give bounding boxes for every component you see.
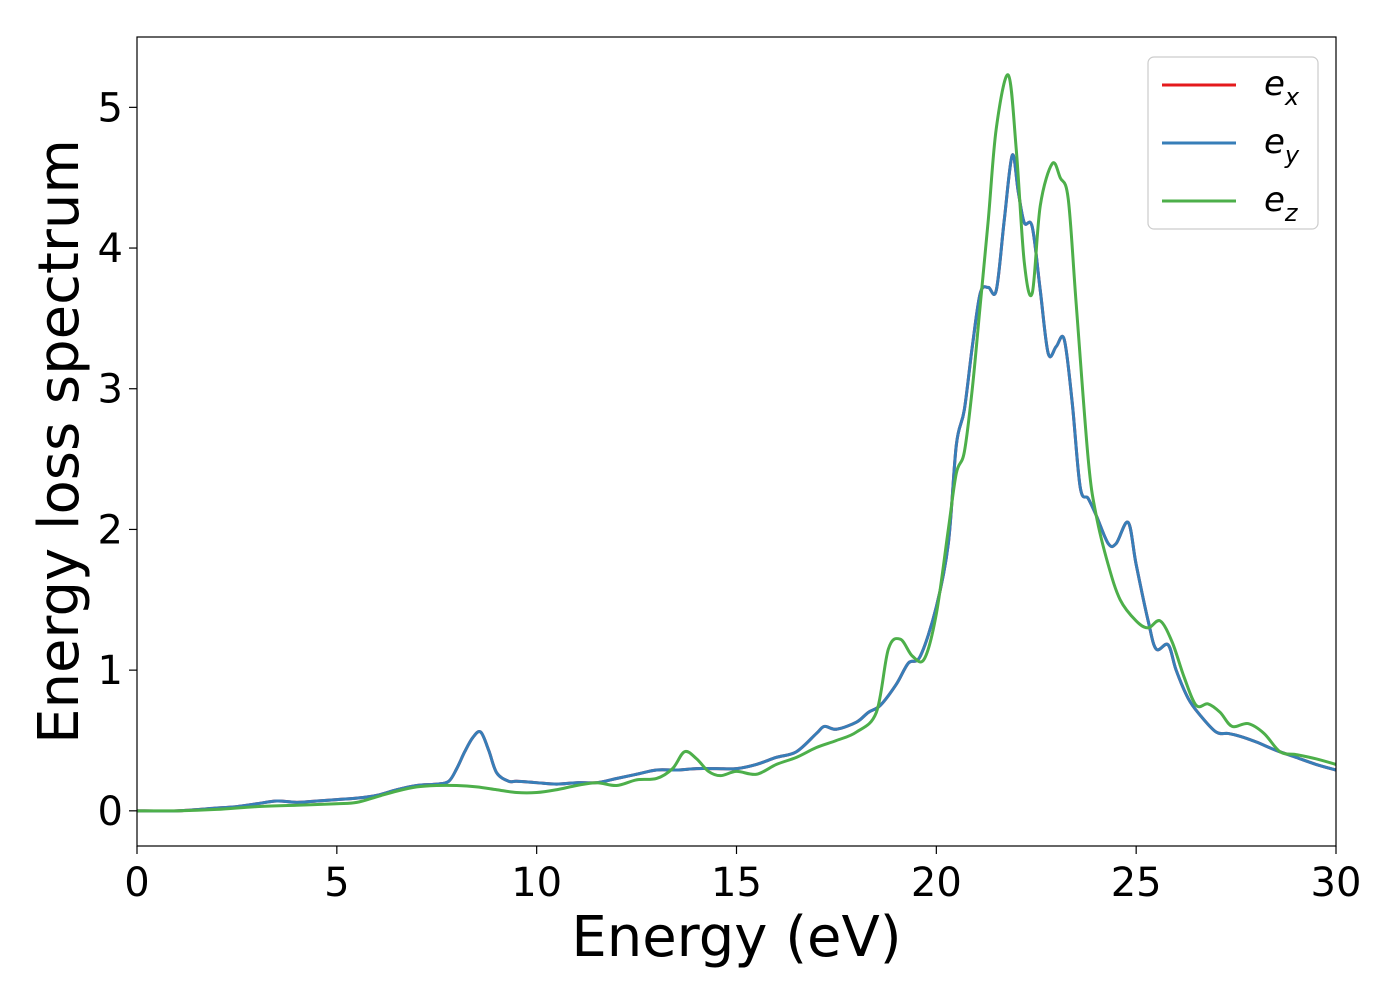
legend-label-subscript: z <box>1284 199 1299 227</box>
legend-label-y: ey <box>1264 122 1300 169</box>
y-tick-label: 3 <box>98 367 123 413</box>
x-tick-label: 0 <box>124 860 149 906</box>
x-tick-label: 30 <box>1311 860 1362 906</box>
y-tick-label: 5 <box>98 85 123 131</box>
series-line-z <box>137 73 1336 813</box>
legend-label-subscript: y <box>1284 141 1300 169</box>
series-line-y <box>137 153 1336 813</box>
legend-label-subscript: x <box>1284 83 1300 111</box>
legend-label-z: ez <box>1264 180 1299 227</box>
legend-label-base: e <box>1264 180 1285 220</box>
y-tick-label: 4 <box>98 226 123 272</box>
x-tick-label: 5 <box>324 860 349 906</box>
y-tick-label: 2 <box>98 507 123 553</box>
y-tick-label: 0 <box>98 789 123 835</box>
y-tick-label: 1 <box>98 648 123 694</box>
series-layer <box>137 73 1336 813</box>
legend-label-base: e <box>1264 122 1285 162</box>
series-line-x <box>137 153 1336 813</box>
x-tick-label: 10 <box>511 860 562 906</box>
x-tick-label: 20 <box>911 860 962 906</box>
legend-label-base: e <box>1264 64 1285 104</box>
legend-label-x: ex <box>1264 64 1300 111</box>
x-tick-label: 25 <box>1111 860 1162 906</box>
y-axis-label: Energy loss spectrum <box>27 139 92 744</box>
tick-layer: 0 5 10 15 20 25 30 0 1 2 3 4 5 <box>98 85 1362 906</box>
x-axis-label: Energy (eV) <box>571 905 901 970</box>
x-tick-label: 15 <box>711 860 762 906</box>
